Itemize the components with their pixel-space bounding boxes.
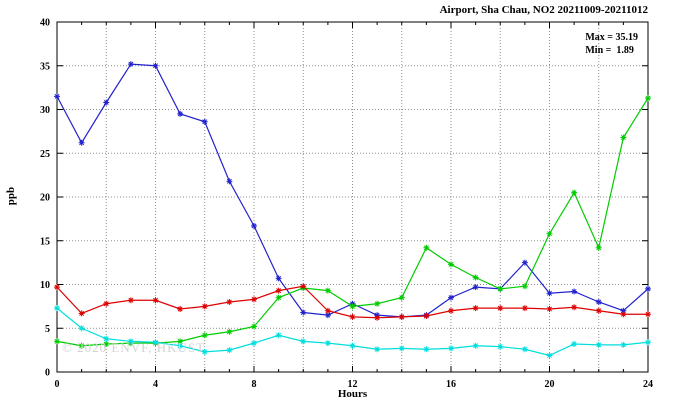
- x-tick-label: 20: [545, 379, 555, 390]
- y-tick-label: 40: [40, 18, 50, 29]
- y-tick-label: 0: [45, 368, 50, 379]
- minmax-annotation: Max = 35.19 Min = 1.89: [585, 31, 638, 57]
- x-tick-label: 0: [55, 379, 60, 390]
- series-markers-cyan: [54, 305, 651, 359]
- y-tick-label: 15: [40, 236, 50, 247]
- x-tick-label: 12: [348, 379, 358, 390]
- y-axis-label: ppb: [5, 186, 17, 206]
- series-markers-red: [54, 283, 651, 321]
- x-tick-label: 24: [643, 379, 653, 390]
- x-axis-label: Hours: [337, 388, 368, 400]
- y-tick-label: 35: [40, 61, 50, 72]
- y-tick-label: 10: [40, 280, 50, 291]
- watermark: © 2020 ENVF, HKUST: [62, 340, 206, 355]
- y-tick-label: 30: [40, 105, 50, 116]
- x-tick-label: 16: [446, 379, 456, 390]
- series-markers-green: [54, 95, 651, 349]
- min-value-label: Min = 1.89: [585, 45, 634, 56]
- chart-title: Airport, Sha Chau, NO2 20211009-20211012: [439, 4, 648, 16]
- max-value-label: Max = 35.19: [585, 32, 638, 43]
- y-tick-label: 25: [40, 149, 50, 160]
- y-tick-label: 20: [40, 193, 50, 204]
- x-tick-label: 8: [252, 379, 257, 390]
- y-tick-label: 5: [45, 324, 50, 335]
- x-tick-label: 4: [153, 379, 158, 390]
